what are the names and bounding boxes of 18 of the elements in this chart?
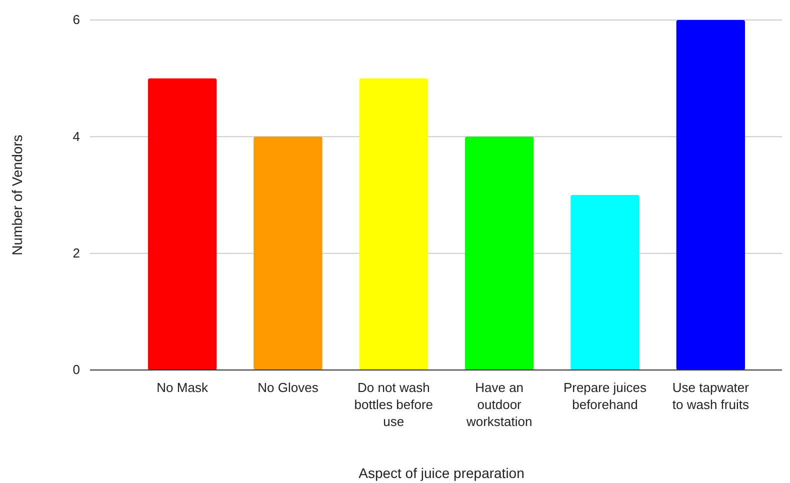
y-tick-label: 4 (72, 128, 80, 144)
y-tick-label: 6 (72, 12, 80, 28)
x-tick-label: Have an outdoor workstation (465, 380, 532, 429)
y-axis-title: Number of Vendors (9, 134, 25, 256)
bar (464, 136, 534, 370)
x-tick-label: No Mask (156, 380, 208, 395)
x-tick-label: No Gloves (258, 380, 319, 395)
x-tick-label: Use tapwater to wash fruits (672, 380, 750, 412)
y-tick-label: 0 (72, 362, 80, 378)
x-axis-title: Aspect of juice preparation (358, 465, 524, 481)
bar (570, 195, 640, 370)
bar (359, 78, 428, 370)
x-tick-label: Prepare juices beforehand (563, 380, 648, 412)
bar (254, 136, 322, 370)
bar (676, 20, 746, 370)
bar (148, 78, 217, 370)
x-tick-label: Do not wash bottles before use (354, 380, 434, 429)
y-tick-label: 2 (72, 245, 80, 260)
